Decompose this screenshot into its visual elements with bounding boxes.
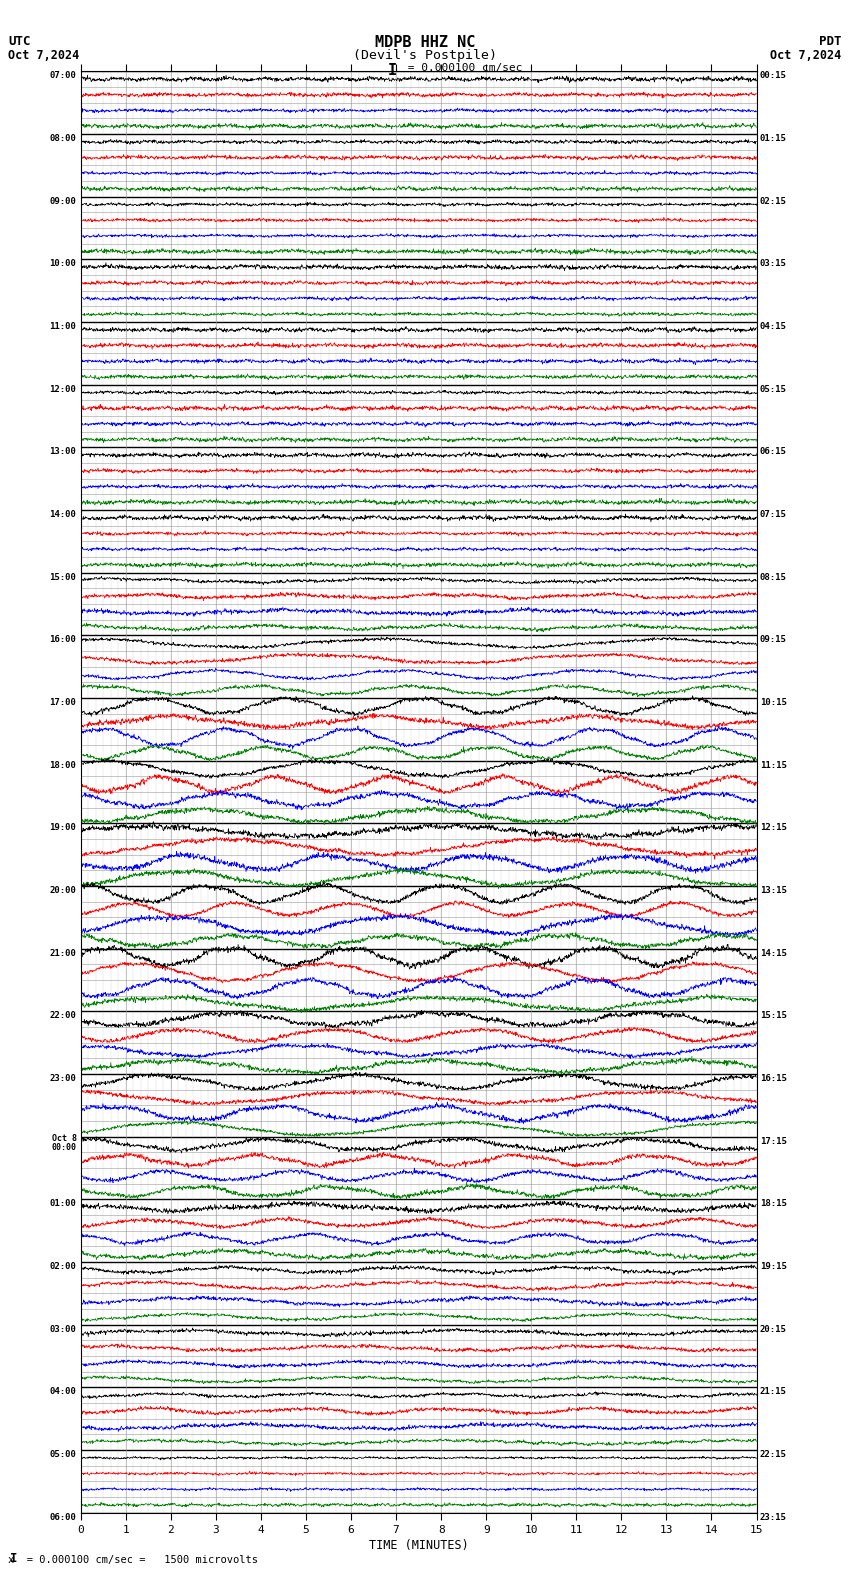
Text: UTC: UTC	[8, 35, 31, 48]
Text: = 0.000100 cm/sec: = 0.000100 cm/sec	[401, 63, 523, 73]
Text: 20:00: 20:00	[49, 885, 76, 895]
Text: 11:00: 11:00	[49, 322, 76, 331]
Text: 05:00: 05:00	[49, 1449, 76, 1459]
Text: 14:00: 14:00	[49, 510, 76, 520]
Text: 23:15: 23:15	[760, 1513, 787, 1522]
Text: (Devil's Postpile): (Devil's Postpile)	[353, 49, 497, 62]
Text: 12:15: 12:15	[760, 824, 787, 832]
Text: 19:15: 19:15	[760, 1262, 787, 1270]
Text: 02:15: 02:15	[760, 196, 787, 206]
Text: Oct 7,2024: Oct 7,2024	[8, 49, 80, 62]
Text: 13:15: 13:15	[760, 885, 787, 895]
Text: 09:15: 09:15	[760, 635, 787, 645]
Text: I: I	[388, 63, 397, 78]
Text: PDT: PDT	[819, 35, 842, 48]
Text: 13:00: 13:00	[49, 447, 76, 456]
Text: 20:15: 20:15	[760, 1324, 787, 1334]
X-axis label: TIME (MINUTES): TIME (MINUTES)	[369, 1538, 468, 1552]
Text: 08:00: 08:00	[49, 135, 76, 143]
Text: 01:15: 01:15	[760, 135, 787, 143]
Text: 07:15: 07:15	[760, 510, 787, 520]
Text: 04:15: 04:15	[760, 322, 787, 331]
Text: 22:00: 22:00	[49, 1011, 76, 1020]
Text: 17:00: 17:00	[49, 699, 76, 706]
Text: 06:00: 06:00	[49, 1513, 76, 1522]
Text: 15:15: 15:15	[760, 1011, 787, 1020]
Text: MDPB HHZ NC: MDPB HHZ NC	[375, 35, 475, 49]
Text: Oct 7,2024: Oct 7,2024	[770, 49, 842, 62]
Text: 03:15: 03:15	[760, 260, 787, 268]
Text: 10:15: 10:15	[760, 699, 787, 706]
Text: 18:15: 18:15	[760, 1199, 787, 1209]
Text: 15:00: 15:00	[49, 573, 76, 581]
Text: x  = 0.000100 cm/sec =   1500 microvolts: x = 0.000100 cm/sec = 1500 microvolts	[8, 1555, 258, 1565]
Text: 21:00: 21:00	[49, 949, 76, 958]
Text: 07:00: 07:00	[49, 71, 76, 81]
Text: 16:00: 16:00	[49, 635, 76, 645]
Text: 00:15: 00:15	[760, 71, 787, 81]
Text: 21:15: 21:15	[760, 1388, 787, 1397]
Text: 08:15: 08:15	[760, 573, 787, 581]
Text: 09:00: 09:00	[49, 196, 76, 206]
Text: 22:15: 22:15	[760, 1449, 787, 1459]
Text: 23:00: 23:00	[49, 1074, 76, 1083]
Text: Oct 8
00:00: Oct 8 00:00	[52, 1134, 76, 1152]
Text: 14:15: 14:15	[760, 949, 787, 958]
Text: 04:00: 04:00	[49, 1388, 76, 1397]
Text: 19:00: 19:00	[49, 824, 76, 832]
Text: 01:00: 01:00	[49, 1199, 76, 1209]
Text: 16:15: 16:15	[760, 1074, 787, 1083]
Text: I: I	[10, 1552, 18, 1565]
Text: 17:15: 17:15	[760, 1137, 787, 1145]
Text: 18:00: 18:00	[49, 760, 76, 770]
Text: 11:15: 11:15	[760, 760, 787, 770]
Text: 02:00: 02:00	[49, 1262, 76, 1270]
Text: 05:15: 05:15	[760, 385, 787, 394]
Text: 12:00: 12:00	[49, 385, 76, 394]
Text: 06:15: 06:15	[760, 447, 787, 456]
Text: 10:00: 10:00	[49, 260, 76, 268]
Text: 03:00: 03:00	[49, 1324, 76, 1334]
